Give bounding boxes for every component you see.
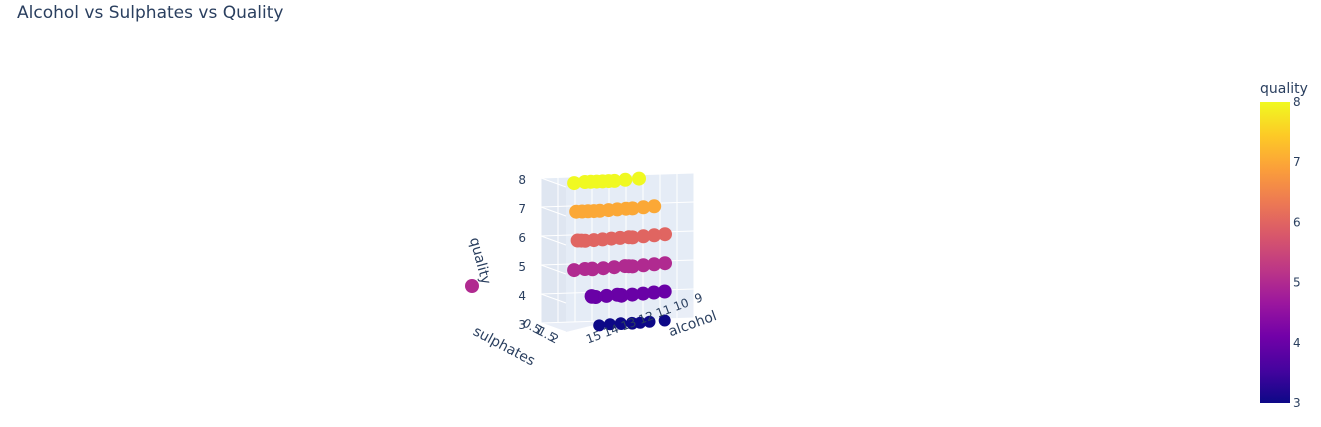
data-point: [604, 318, 616, 331]
data-point: [570, 233, 585, 248]
data-point: [599, 288, 614, 303]
data-point: [569, 204, 584, 219]
colorbar-tick-label: 5: [1293, 276, 1301, 290]
quality-tick-label: 5: [518, 260, 526, 274]
quality-axis-ticks: 3 4 5 6 7 8: [518, 173, 526, 332]
data-point: [577, 175, 592, 189]
quality-tick-label: 6: [518, 231, 526, 245]
data-point: [657, 284, 672, 299]
colorbar-tick-label: 8: [1293, 95, 1301, 109]
quality-tick-label: 3: [518, 318, 526, 332]
quality-tick-label: 8: [518, 173, 526, 187]
data-points: [465, 171, 672, 332]
data-point: [618, 259, 632, 274]
data-point: [647, 257, 662, 272]
data-point: [636, 229, 651, 244]
data-point: [647, 228, 662, 243]
colorbar: quality 3 4 5 6 7 8: [1260, 81, 1308, 410]
colorbar-gradient: [1260, 102, 1290, 403]
data-point: [567, 263, 582, 278]
colorbar-tick-label: 3: [1293, 396, 1301, 410]
colorbar-tick-label: 6: [1293, 215, 1301, 229]
alcohol-tick-label: 10: [672, 296, 691, 314]
chart-title: Alcohol vs Sulphates vs Quality: [17, 3, 284, 23]
colorbar-title: quality: [1260, 81, 1308, 97]
data-point: [636, 286, 651, 301]
data-point: [646, 285, 661, 300]
alcohol-tick-label: 15: [584, 328, 603, 346]
colorbar-ticks: 3 4 5 6 7 8: [1293, 95, 1301, 410]
scene-walls: [541, 173, 694, 332]
colorbar-tick-label: 4: [1293, 336, 1301, 350]
data-point: [636, 258, 651, 273]
alcohol-tick-label: 9: [693, 290, 705, 306]
data-point: [643, 315, 656, 328]
data-point: [607, 260, 622, 275]
data-point: [596, 261, 611, 276]
data-point: [636, 200, 651, 215]
data-point: [658, 227, 672, 242]
data-point: [618, 172, 633, 187]
data-point: [658, 256, 672, 271]
quality-tick-label: 4: [518, 289, 526, 303]
alcohol-tick-label: 14: [602, 322, 621, 340]
data-point: [584, 289, 599, 304]
data-point: [567, 176, 582, 191]
alcohol-tick-label: 12: [637, 309, 656, 327]
colorbar-tick-label: 7: [1293, 155, 1301, 169]
alcohol-tick-label: 11: [654, 302, 673, 320]
data-point: [625, 287, 640, 302]
data-point: [658, 314, 671, 327]
data-point: [632, 171, 646, 186]
alcohol-tick-label: 13: [619, 315, 638, 333]
data-point: [593, 319, 606, 332]
data-point: [610, 287, 625, 302]
data-point: [465, 279, 479, 293]
data-point: [626, 316, 638, 329]
data-point: [614, 317, 627, 330]
data-point: [647, 199, 662, 214]
quality-axis-title: quality: [466, 236, 494, 286]
data-point: [577, 262, 592, 276]
quality-tick-label: 7: [518, 202, 526, 216]
